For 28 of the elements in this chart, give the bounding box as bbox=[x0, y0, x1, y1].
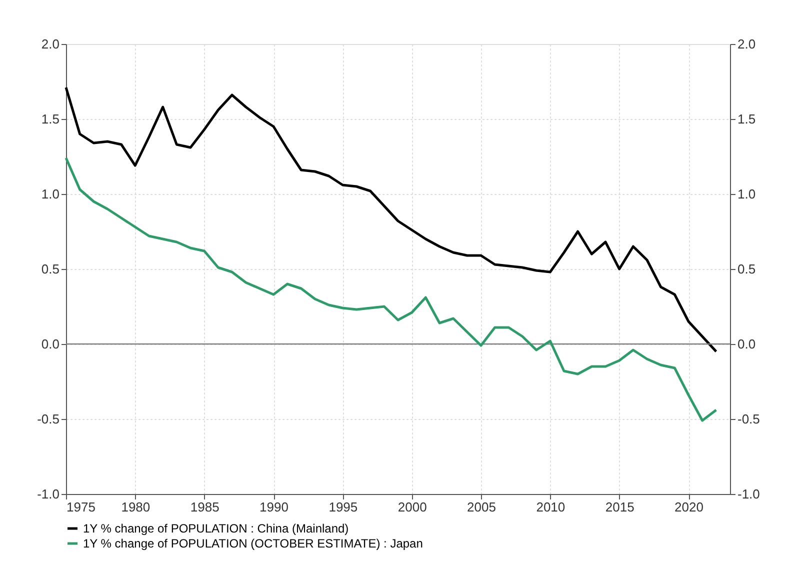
y2-tick-label: 1.5 bbox=[738, 112, 756, 126]
y2-tick-label: 1.0 bbox=[738, 186, 756, 202]
y2-tick-label: -0.5 bbox=[738, 412, 760, 426]
x-tick-label: 2015 bbox=[605, 500, 634, 514]
x-tick-label: 2005 bbox=[467, 500, 496, 514]
x-tick-label: 1995 bbox=[328, 500, 358, 514]
x-tick-label: 2010 bbox=[536, 500, 566, 514]
x-tick-label: 1975 bbox=[66, 500, 96, 514]
y2-tick-label: 0.0 bbox=[738, 336, 756, 352]
y2-tick-label: 0.5 bbox=[738, 262, 756, 276]
y-tick-label: -0.5 bbox=[37, 412, 60, 426]
y-tick-label: 1.0 bbox=[41, 186, 60, 202]
y-tick-label: 1.5 bbox=[41, 112, 60, 126]
x-tick-label: 1990 bbox=[260, 500, 288, 514]
y-tick-label: -1.0 bbox=[37, 486, 60, 502]
legend-label: 1Y % change of POPULATION : China (Mainland) bbox=[83, 522, 349, 536]
legend-label: 1Y % change of POPULATION (OCTOBER ESTIMATE) : Japan bbox=[83, 536, 423, 550]
x-tick-label: 1985 bbox=[190, 500, 220, 514]
line-series bbox=[64, 86, 718, 353]
x-tick-label: 2020 bbox=[674, 500, 704, 514]
y-tick-label: 2.0 bbox=[41, 36, 60, 52]
y-tick-label: 0.5 bbox=[41, 262, 60, 276]
y2-tick-label: 2.0 bbox=[738, 36, 756, 52]
y-tick-label: 0.0 bbox=[41, 336, 60, 352]
x-tick-label: 1980 bbox=[121, 500, 150, 514]
y2-tick-label: -1.0 bbox=[738, 486, 760, 502]
x-tick-label: 2000 bbox=[398, 500, 427, 514]
line-series bbox=[64, 156, 718, 422]
